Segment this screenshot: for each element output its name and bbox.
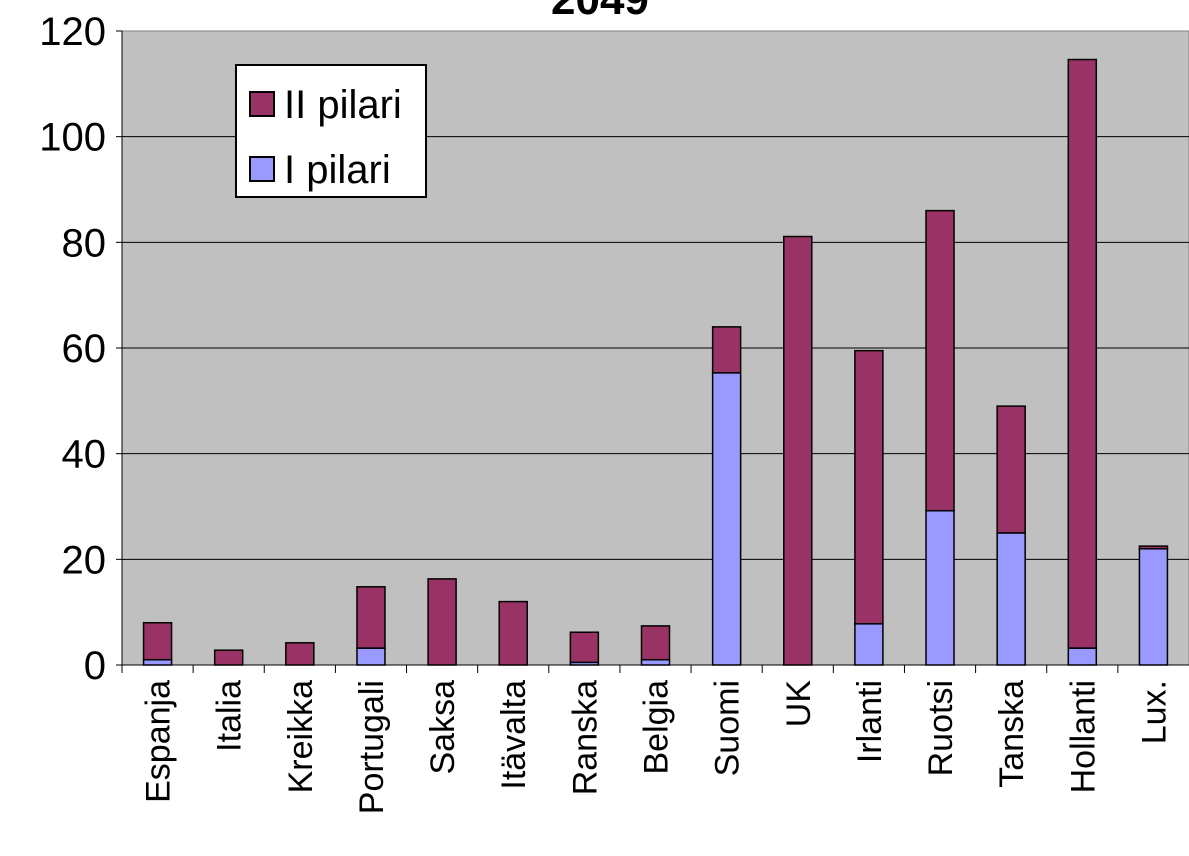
legend-swatch-i-pilari [249, 156, 275, 182]
y-tick-label: 40 [62, 433, 107, 477]
bar-portugali-i-pilari [356, 647, 386, 666]
y-tick-label: 0 [84, 644, 106, 688]
x-axis: Espanja Italia Kreikka Portugali Saksa Itäval… [121, 664, 1189, 814]
bar-italia-ii-pilari [213, 649, 244, 666]
bar-irlanti-i-pilari [854, 623, 884, 666]
legend-label-ii-pilari: II pilari [284, 83, 402, 127]
bar-ruotsi-i-pilari [925, 509, 955, 666]
bar-espanja-ii-pilari [142, 621, 173, 661]
bar-hollanti-ii-pilari [1067, 58, 1098, 649]
x-tick-label-uk: UK [780, 680, 818, 728]
x-tick-label-suomi: Suomi [709, 680, 747, 776]
x-tick-label-irlanti: Irlanti [851, 680, 889, 763]
bar-portugali-ii-pilari [356, 586, 386, 649]
y-axis: 0 20 40 60 80 100 120 [39, 10, 123, 688]
legend: II pilari I pilari [235, 64, 427, 198]
bar-itävalta-ii-pilari [498, 600, 528, 666]
bar-ranska-ii-pilari [569, 631, 600, 664]
bar-hollanti-i-pilari [1067, 647, 1098, 666]
chart-title: 2049 [551, 0, 649, 24]
bar-suomi-i-pilari [711, 372, 742, 666]
x-tick-label-belgia: Belgia [638, 680, 676, 775]
bar-belgia-ii-pilari [640, 625, 671, 661]
y-tick-label: 100 [39, 116, 106, 160]
bar-kreikka-ii-pilari [285, 642, 315, 666]
y-tick-label: 60 [62, 327, 107, 371]
bars [142, 58, 1169, 666]
bar-espanja-i-pilari [142, 658, 173, 666]
x-tick-label-ranska: Ranska [566, 680, 604, 795]
x-tick-label-espanja: Espanja [140, 680, 178, 803]
y-tick-label: 20 [62, 538, 107, 582]
x-tick-label-italia: Italia [211, 680, 249, 752]
bar-irlanti-ii-pilari [854, 349, 884, 625]
y-tick-label: 120 [39, 10, 106, 54]
x-tick-label-saksa: Saksa [424, 680, 462, 775]
bar-lux-ii-pilari [1138, 545, 1169, 550]
bar-suomi-ii-pilari [711, 326, 742, 374]
legend-swatch-ii-pilari [249, 91, 275, 117]
x-tick-label-kreikka: Kreikka [282, 680, 320, 793]
legend-box [235, 64, 427, 198]
x-tick-label-ruotsi: Ruotsi [922, 680, 960, 776]
x-tick-label-lux: Lux. [1135, 680, 1173, 744]
bar-belgia-i-pilari [640, 658, 671, 666]
x-tick-label-itävalta: Itävalta [495, 680, 533, 790]
bar-lux-i-pilari [1138, 548, 1169, 666]
bar-uk-ii-pilari [783, 235, 813, 666]
bar-tanska-i-pilari [996, 532, 1026, 666]
bar-saksa-ii-pilari [427, 578, 457, 666]
bar-ruotsi-ii-pilari [925, 209, 955, 512]
y-tick-label: 80 [62, 221, 107, 265]
x-tick-label-portugali: Portugali [353, 680, 391, 814]
legend-label-i-pilari: I pilari [284, 148, 391, 192]
bar-tanska-ii-pilari [996, 405, 1026, 534]
x-tick-label-hollanti: Hollanti [1064, 680, 1102, 793]
x-tick-label-tanska: Tanska [993, 680, 1031, 788]
